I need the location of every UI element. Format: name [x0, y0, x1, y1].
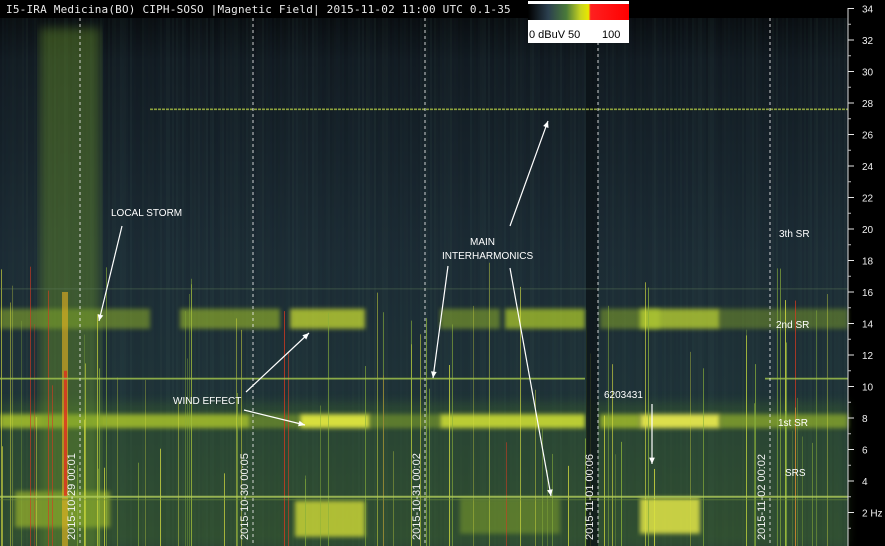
colorbar-label-max: 100: [602, 29, 621, 41]
colorbar-gradient: [528, 4, 629, 20]
arrow-id-number: [649, 404, 655, 464]
colorbar: 0 dBuV 50 100: [528, 1, 629, 43]
impulse-streaks: [1, 262, 828, 546]
y-tick-label: 12: [862, 351, 874, 362]
arrow-interharmonics-mid: [431, 265, 449, 379]
y-tick-label: 34: [862, 5, 874, 16]
annotation-srs: SRS: [785, 468, 806, 479]
colorbar-label-min: 0 dBuV: [529, 29, 566, 41]
annotation-interharmonics: INTERHARMONICS: [442, 251, 533, 262]
y-tick-label: 2 Hz: [862, 509, 883, 520]
arrow-interharmonics-low: [509, 267, 553, 497]
annotation-3th-sr: 3th SR: [779, 229, 810, 240]
arrow-wind-effect-lower: [243, 409, 306, 427]
frequency-axis: 2 Hz 4 6 8 10 12 14 16 18 20 22 24 26 28 30 32 34: [847, 5, 883, 546]
arrow-local-storm: [97, 225, 123, 322]
y-tick-label: 30: [862, 68, 874, 79]
y-tick-label: 20: [862, 225, 874, 236]
date-marker-label: 2015-11-01 00:06: [584, 454, 596, 540]
y-tick-label: 6: [862, 446, 868, 457]
y-tick-label: 18: [862, 257, 874, 268]
arrow-wind-effect-upper: [245, 332, 310, 393]
y-tick-label: 28: [862, 99, 874, 110]
date-marker-label: 2015-11-02 00:02: [756, 454, 768, 540]
annotation-wind-effect: WIND EFFECT: [173, 396, 241, 407]
date-marker-label: 2015-10-31 00:02: [411, 453, 423, 540]
title-band: [0, 0, 885, 18]
annotation-id-number: 6203431: [604, 390, 643, 401]
annotation-1st-sr: 1st SR: [778, 418, 808, 429]
date-marker-label: 2015-10-29 00:01: [66, 453, 78, 540]
y-tick-label: 8: [862, 414, 868, 425]
interharmonic-lines: [0, 108, 848, 501]
annotation-local-storm: LOCAL STORM: [111, 208, 182, 219]
annotation-main: MAIN: [470, 237, 495, 248]
date-marker-label: 2015-10-30 00:05: [239, 453, 251, 540]
chart-title: I5-IRA Medicina(BO) CIPH-SOSO |Magnetic …: [6, 3, 511, 16]
overlays: 2015-10-29 00:01 2015-10-30 00:05 2015-10-…: [66, 5, 883, 546]
y-tick-label: 26: [862, 131, 874, 142]
y-tick-label: 22: [862, 194, 874, 205]
axis-panel: [848, 0, 885, 546]
colorbar-label-mid: 50: [568, 29, 581, 41]
y-tick-label: 24: [862, 162, 874, 173]
y-tick-label: 14: [862, 320, 874, 331]
data-gap: [586, 18, 598, 546]
annotation-2nd-sr: 2nd SR: [776, 320, 809, 331]
y-tick-label: 10: [862, 383, 874, 394]
arrow-interharmonics-high: [509, 120, 549, 227]
storm-streak-red: [64, 370, 67, 497]
y-tick-label: 32: [862, 36, 874, 47]
local-storm-column: [40, 28, 100, 546]
y-tick-label: 16: [862, 288, 874, 299]
y-tick-label: 4: [862, 477, 868, 488]
